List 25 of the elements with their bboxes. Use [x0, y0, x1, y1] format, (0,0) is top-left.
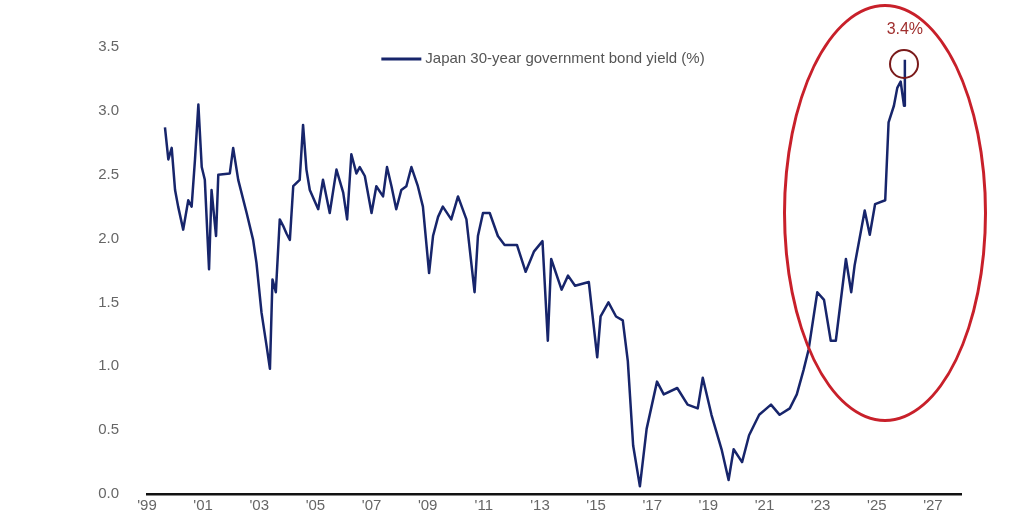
x-tick-label: '01: [193, 496, 213, 514]
annotation: 3.4%: [886, 20, 924, 38]
y-tick-label: 0.5: [98, 420, 119, 438]
x-tick-label: '19: [698, 496, 719, 514]
y-tick-label: 3.5: [98, 37, 119, 55]
x-tick-label: '11: [474, 496, 494, 514]
x-tick-label: '23: [810, 496, 831, 514]
x-tick-label: '99: [137, 496, 157, 514]
y-tick-label: 1.0: [98, 356, 119, 374]
x-tick-label: '21: [754, 496, 775, 514]
y-tick-label: 2.5: [98, 164, 119, 182]
legend-label: Japan 30-year government bond yield (%): [425, 49, 705, 67]
x-tick-label: '17: [642, 496, 663, 514]
y-tick-label: 2.0: [98, 228, 119, 246]
x-tick-label: '25: [867, 496, 887, 514]
y-tick-label: 3.0: [98, 101, 119, 118]
x-tick-label: '05: [305, 496, 326, 514]
x-tick-label: '15: [586, 496, 606, 514]
x-tick-label: '07: [361, 496, 382, 514]
y-tick-label: 0.0: [98, 484, 119, 502]
y-tick-label: 1.5: [98, 292, 119, 310]
x-tick-label: '03: [249, 496, 270, 514]
x-tick-label: '13: [530, 496, 550, 514]
x-tick-label: '09: [417, 496, 438, 514]
x-tick-label: '27: [923, 496, 943, 514]
